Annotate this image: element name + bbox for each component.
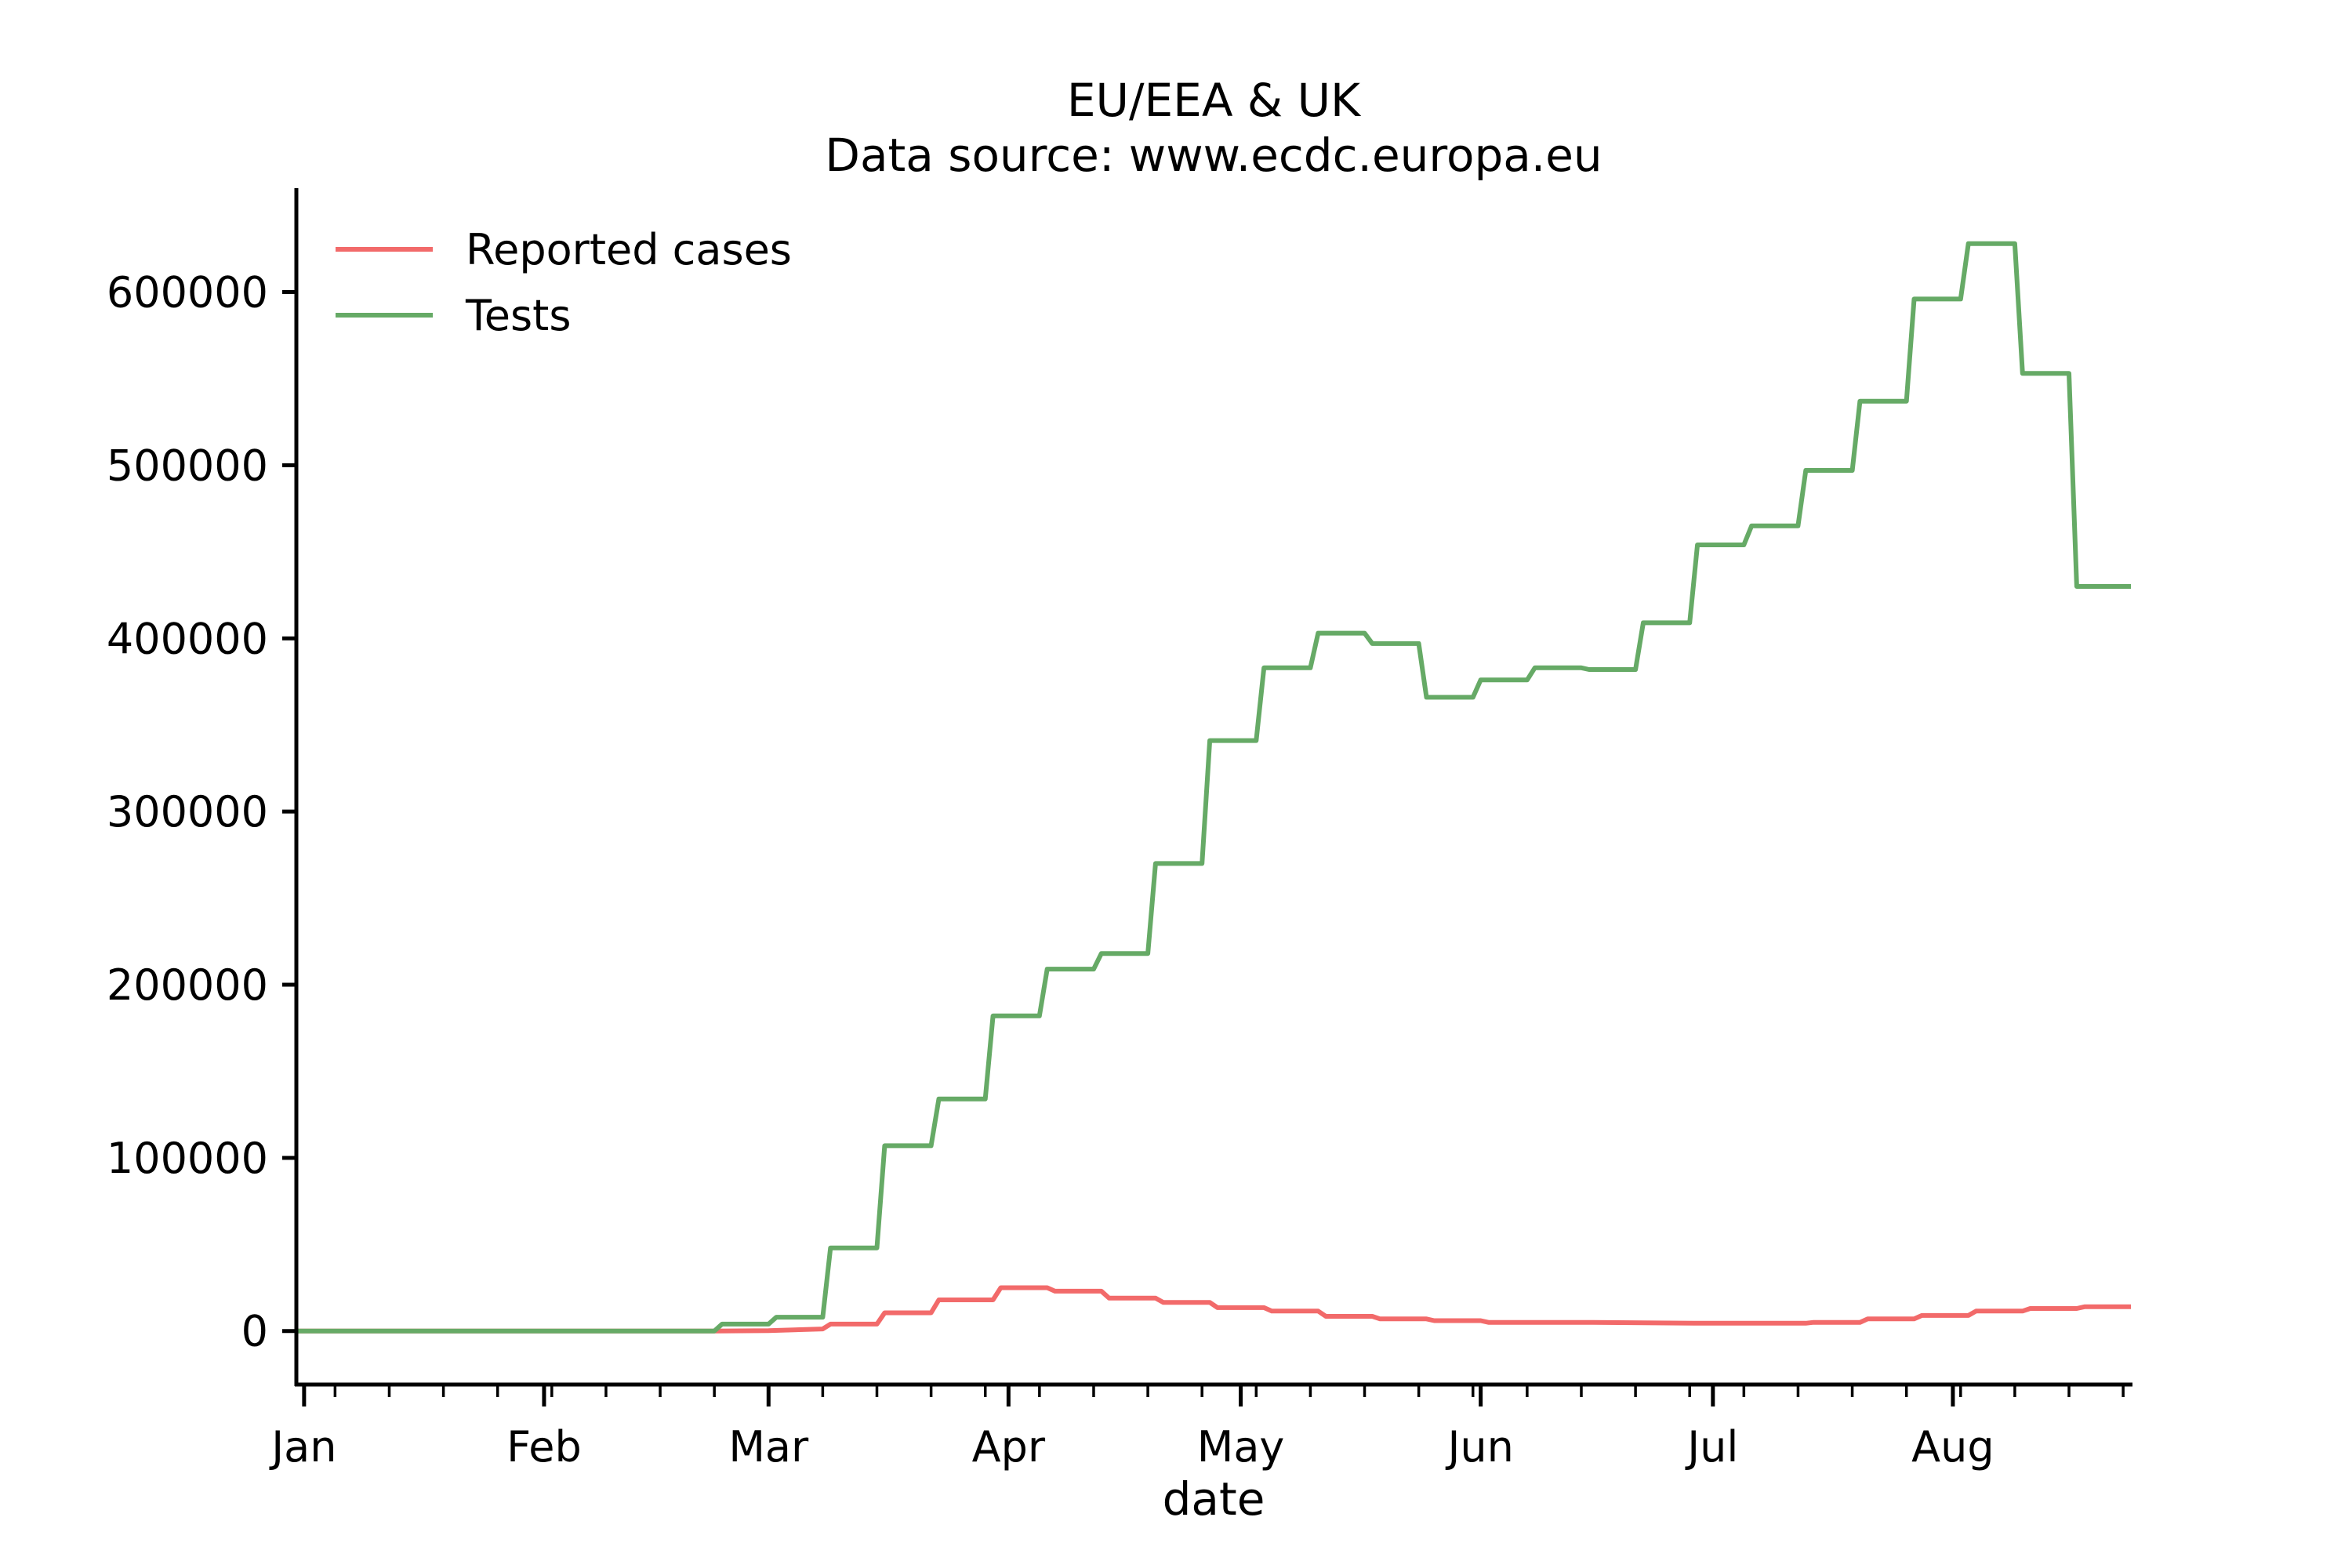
y-tick-label: 0 xyxy=(241,1307,268,1356)
chart-title: EU/EEA & UK xyxy=(1067,74,1362,127)
x-tick-label: Jun xyxy=(1445,1422,1513,1472)
x-tick-label: Jul xyxy=(1685,1422,1738,1472)
y-tick-label: 400000 xyxy=(107,614,268,663)
y-tick-label: 200000 xyxy=(107,960,268,1010)
series-layer xyxy=(296,241,2131,1334)
x-tick-label: Jan xyxy=(269,1422,336,1472)
series-line-reported-cases xyxy=(296,1285,2131,1334)
x-tick-label: Apr xyxy=(972,1422,1046,1472)
chart-subtitle: Data source: www.ecdc.europa.eu xyxy=(825,129,1602,182)
x-tick-label: May xyxy=(1197,1422,1285,1472)
y-tick-label: 100000 xyxy=(107,1134,268,1183)
series-line-tests xyxy=(296,241,2131,1334)
y-tick-label: 600000 xyxy=(107,268,268,318)
x-tick-label: Feb xyxy=(506,1422,582,1472)
y-tick-label: 500000 xyxy=(107,441,268,490)
y-tick-label: 300000 xyxy=(107,787,268,837)
y-axis-ticks: 0 100000 200000 300000 400000 500000 600000 xyxy=(107,268,296,1356)
x-tick-label: Aug xyxy=(1911,1422,1994,1472)
x-axis-ticks: Jan Feb Mar Apr May Jun Jul Aug xyxy=(269,1385,2125,1472)
legend: Reported cases Tests xyxy=(336,225,792,340)
legend-label: Reported cases xyxy=(466,225,792,274)
x-tick-label: Mar xyxy=(728,1422,809,1472)
x-axis-label: date xyxy=(1163,1472,1265,1526)
legend-label: Tests xyxy=(465,291,571,340)
